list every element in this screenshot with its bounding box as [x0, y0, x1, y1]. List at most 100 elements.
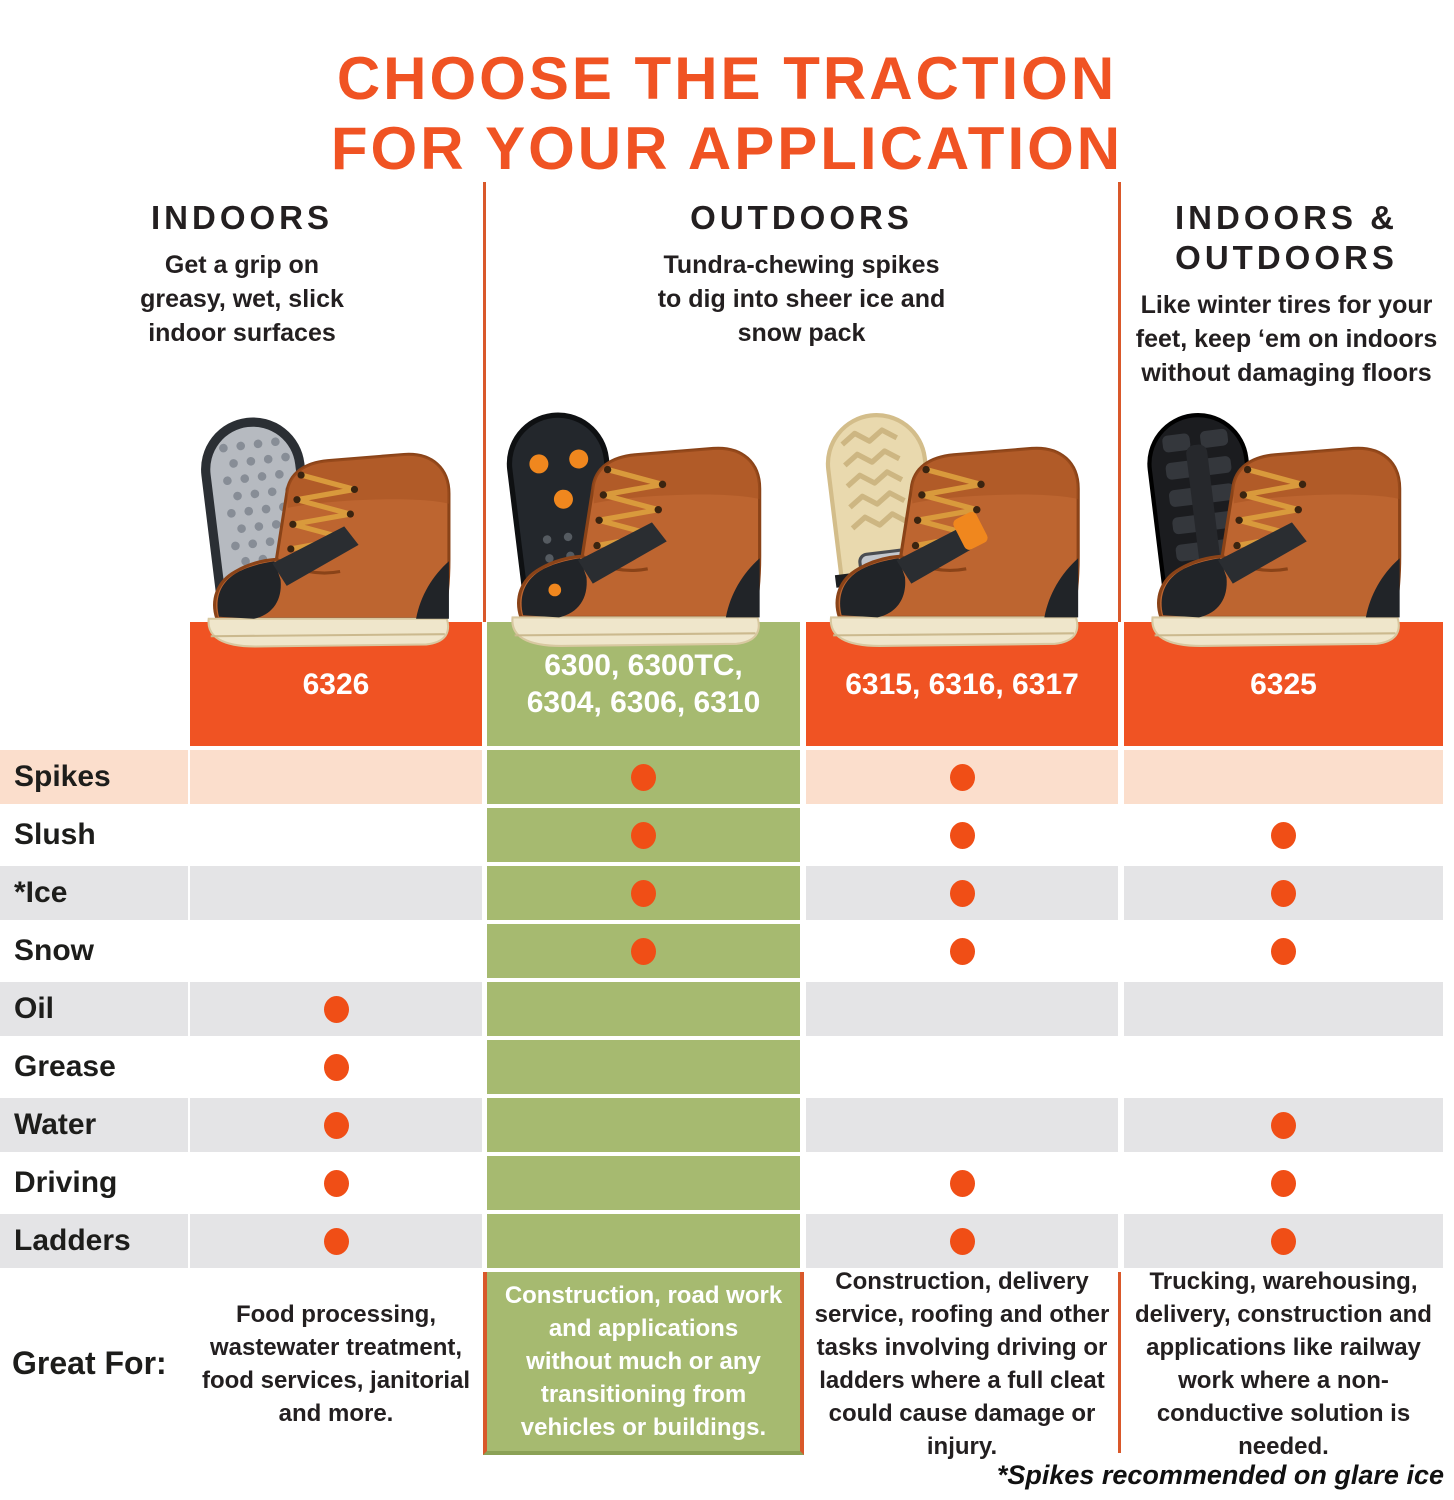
row-label-oil: Oil [0, 982, 188, 1036]
matrix-cell [190, 1098, 482, 1152]
matrix-cell [806, 808, 1118, 862]
matrix-cell [190, 866, 482, 920]
applicable-dot-icon [631, 821, 656, 849]
applicable-dot-icon [1271, 879, 1296, 907]
great-for-description: Food processing, wastewater treatment, f… [201, 1300, 471, 1427]
page-title: CHOOSE THE TRACTION FOR YOUR APPLICATION [0, 44, 1454, 184]
great-for-description: Construction, road work and applications… [504, 1282, 783, 1441]
applicable-dot-icon [949, 937, 975, 965]
matrix-cell [806, 1214, 1118, 1268]
matrix-cell [487, 750, 800, 804]
section-outdoors-heading: OUTDOORS [690, 199, 913, 236]
applicable-dot-icon [323, 995, 349, 1023]
matrix-cell [487, 1098, 800, 1152]
matrix-cell [190, 750, 482, 804]
great-for-text-3: Construction, delivery service, roofing … [806, 1268, 1118, 1460]
applicable-dot-icon [949, 763, 975, 791]
page-title-line2: FOR YOUR APPLICATION [330, 115, 1124, 183]
matrix-cell [190, 982, 482, 1036]
column-divider [1118, 182, 1121, 622]
row-label-text: Ladders [14, 1224, 131, 1257]
great-for-text-4: Trucking, warehousing, delivery, constru… [1124, 1268, 1443, 1460]
row-label-text: Spikes [14, 760, 111, 793]
matrix-cell [806, 1040, 1118, 1094]
matrix-cell [806, 866, 1118, 920]
applicable-dot-icon [1271, 1169, 1296, 1197]
matrix-cell [190, 808, 482, 862]
row-label-snow: Snow [0, 924, 188, 978]
column-divider [483, 182, 486, 622]
great-for-description: Construction, delivery service, roofing … [814, 1267, 1110, 1460]
matrix-cell [806, 982, 1118, 1036]
applicable-dot-icon [949, 1227, 975, 1255]
boot-side-view [1151, 446, 1402, 647]
section-indoors-heading: INDOORS [150, 199, 333, 236]
matrix-cell [1124, 866, 1443, 920]
matrix-cell [806, 750, 1118, 804]
matrix-cell [190, 924, 482, 978]
matrix-cell [487, 866, 800, 920]
section-outdoors: OUTDOORS Tundra-chewing spikes to dig in… [484, 198, 1119, 350]
matrix-cell [487, 1040, 800, 1094]
applicable-dot-icon [323, 1227, 349, 1255]
matrix-cell [1124, 1040, 1443, 1094]
matrix-cell [1124, 1214, 1443, 1268]
row-label-text: Driving [14, 1166, 118, 1199]
applicable-dot-icon [1271, 1227, 1296, 1255]
boot-with-gray-pad-traction-image [182, 402, 490, 666]
applicable-dot-icon [949, 879, 975, 907]
row-label-ladders: Ladders [0, 1214, 188, 1268]
matrix-cell [190, 1040, 482, 1094]
great-for-text-2: Construction, road work and applications… [483, 1272, 804, 1455]
applicable-dot-icon [631, 879, 656, 907]
matrix-cell [1124, 1098, 1443, 1152]
boot-with-full-cleat-traction-image [1116, 402, 1451, 666]
row-label-text: Water [14, 1108, 97, 1141]
column-divider [1118, 1272, 1121, 1453]
model-numbers: 6315, 6316, 6317 [845, 667, 1079, 701]
boot-side-view [207, 452, 451, 648]
model-numbers: 6325 [1250, 667, 1317, 701]
matrix-cell [1124, 808, 1443, 862]
applicable-dot-icon [949, 1169, 975, 1197]
matrix-cell [190, 1214, 482, 1268]
applicable-dot-icon [323, 1111, 349, 1139]
boot-with-midsole-plate-traction-image [798, 402, 1126, 666]
matrix-cell [1124, 1156, 1443, 1210]
row-label-text: Slush [14, 818, 96, 851]
row-label-text: Grease [14, 1050, 116, 1083]
matrix-cell [1124, 924, 1443, 978]
page-title-line1: CHOOSE THE TRACTION [336, 45, 1118, 113]
matrix-cell [1124, 750, 1443, 804]
matrix-cell [190, 1156, 482, 1210]
matrix-cell [1124, 982, 1443, 1036]
boot-side-view [511, 446, 762, 647]
row-label-spikes: Spikes [0, 750, 188, 804]
great-for-text-1: Food processing, wastewater treatment, f… [190, 1272, 482, 1455]
section-indoors: INDOORS Get a grip on greasy, wet, slick… [0, 198, 484, 350]
row-label-grease: Grease [0, 1040, 188, 1094]
matrix-cell [487, 924, 800, 978]
boot-side-view [829, 446, 1080, 647]
applicable-dot-icon [323, 1169, 349, 1197]
applicable-dot-icon [949, 821, 975, 849]
row-label-driving: Driving [0, 1156, 188, 1210]
applicable-dot-icon [323, 1053, 349, 1081]
great-for-description: Trucking, warehousing, delivery, constru… [1135, 1267, 1432, 1460]
matrix-cell [487, 808, 800, 862]
section-indoors-outdoors-heading: INDOORS & OUTDOORS [1174, 199, 1398, 276]
row-label-text: *Ice [14, 876, 68, 909]
matrix-cell [806, 1156, 1118, 1210]
row-label-text: Snow [14, 934, 94, 967]
row-label-water: Water [0, 1098, 188, 1152]
matrix-cell [487, 1214, 800, 1268]
section-indoors-outdoors-subtitle: Like winter tires for your feet, keep ‘e… [1135, 291, 1438, 387]
applicable-dot-icon [1271, 1111, 1296, 1139]
matrix-cell [487, 1156, 800, 1210]
applicable-dot-icon [631, 937, 656, 965]
section-indoors-outdoors: INDOORS & OUTDOORS Like winter tires for… [1119, 198, 1454, 390]
row-label-text: Oil [14, 992, 55, 1025]
row-label-ice: *Ice [0, 866, 188, 920]
matrix-cell [806, 1098, 1118, 1152]
